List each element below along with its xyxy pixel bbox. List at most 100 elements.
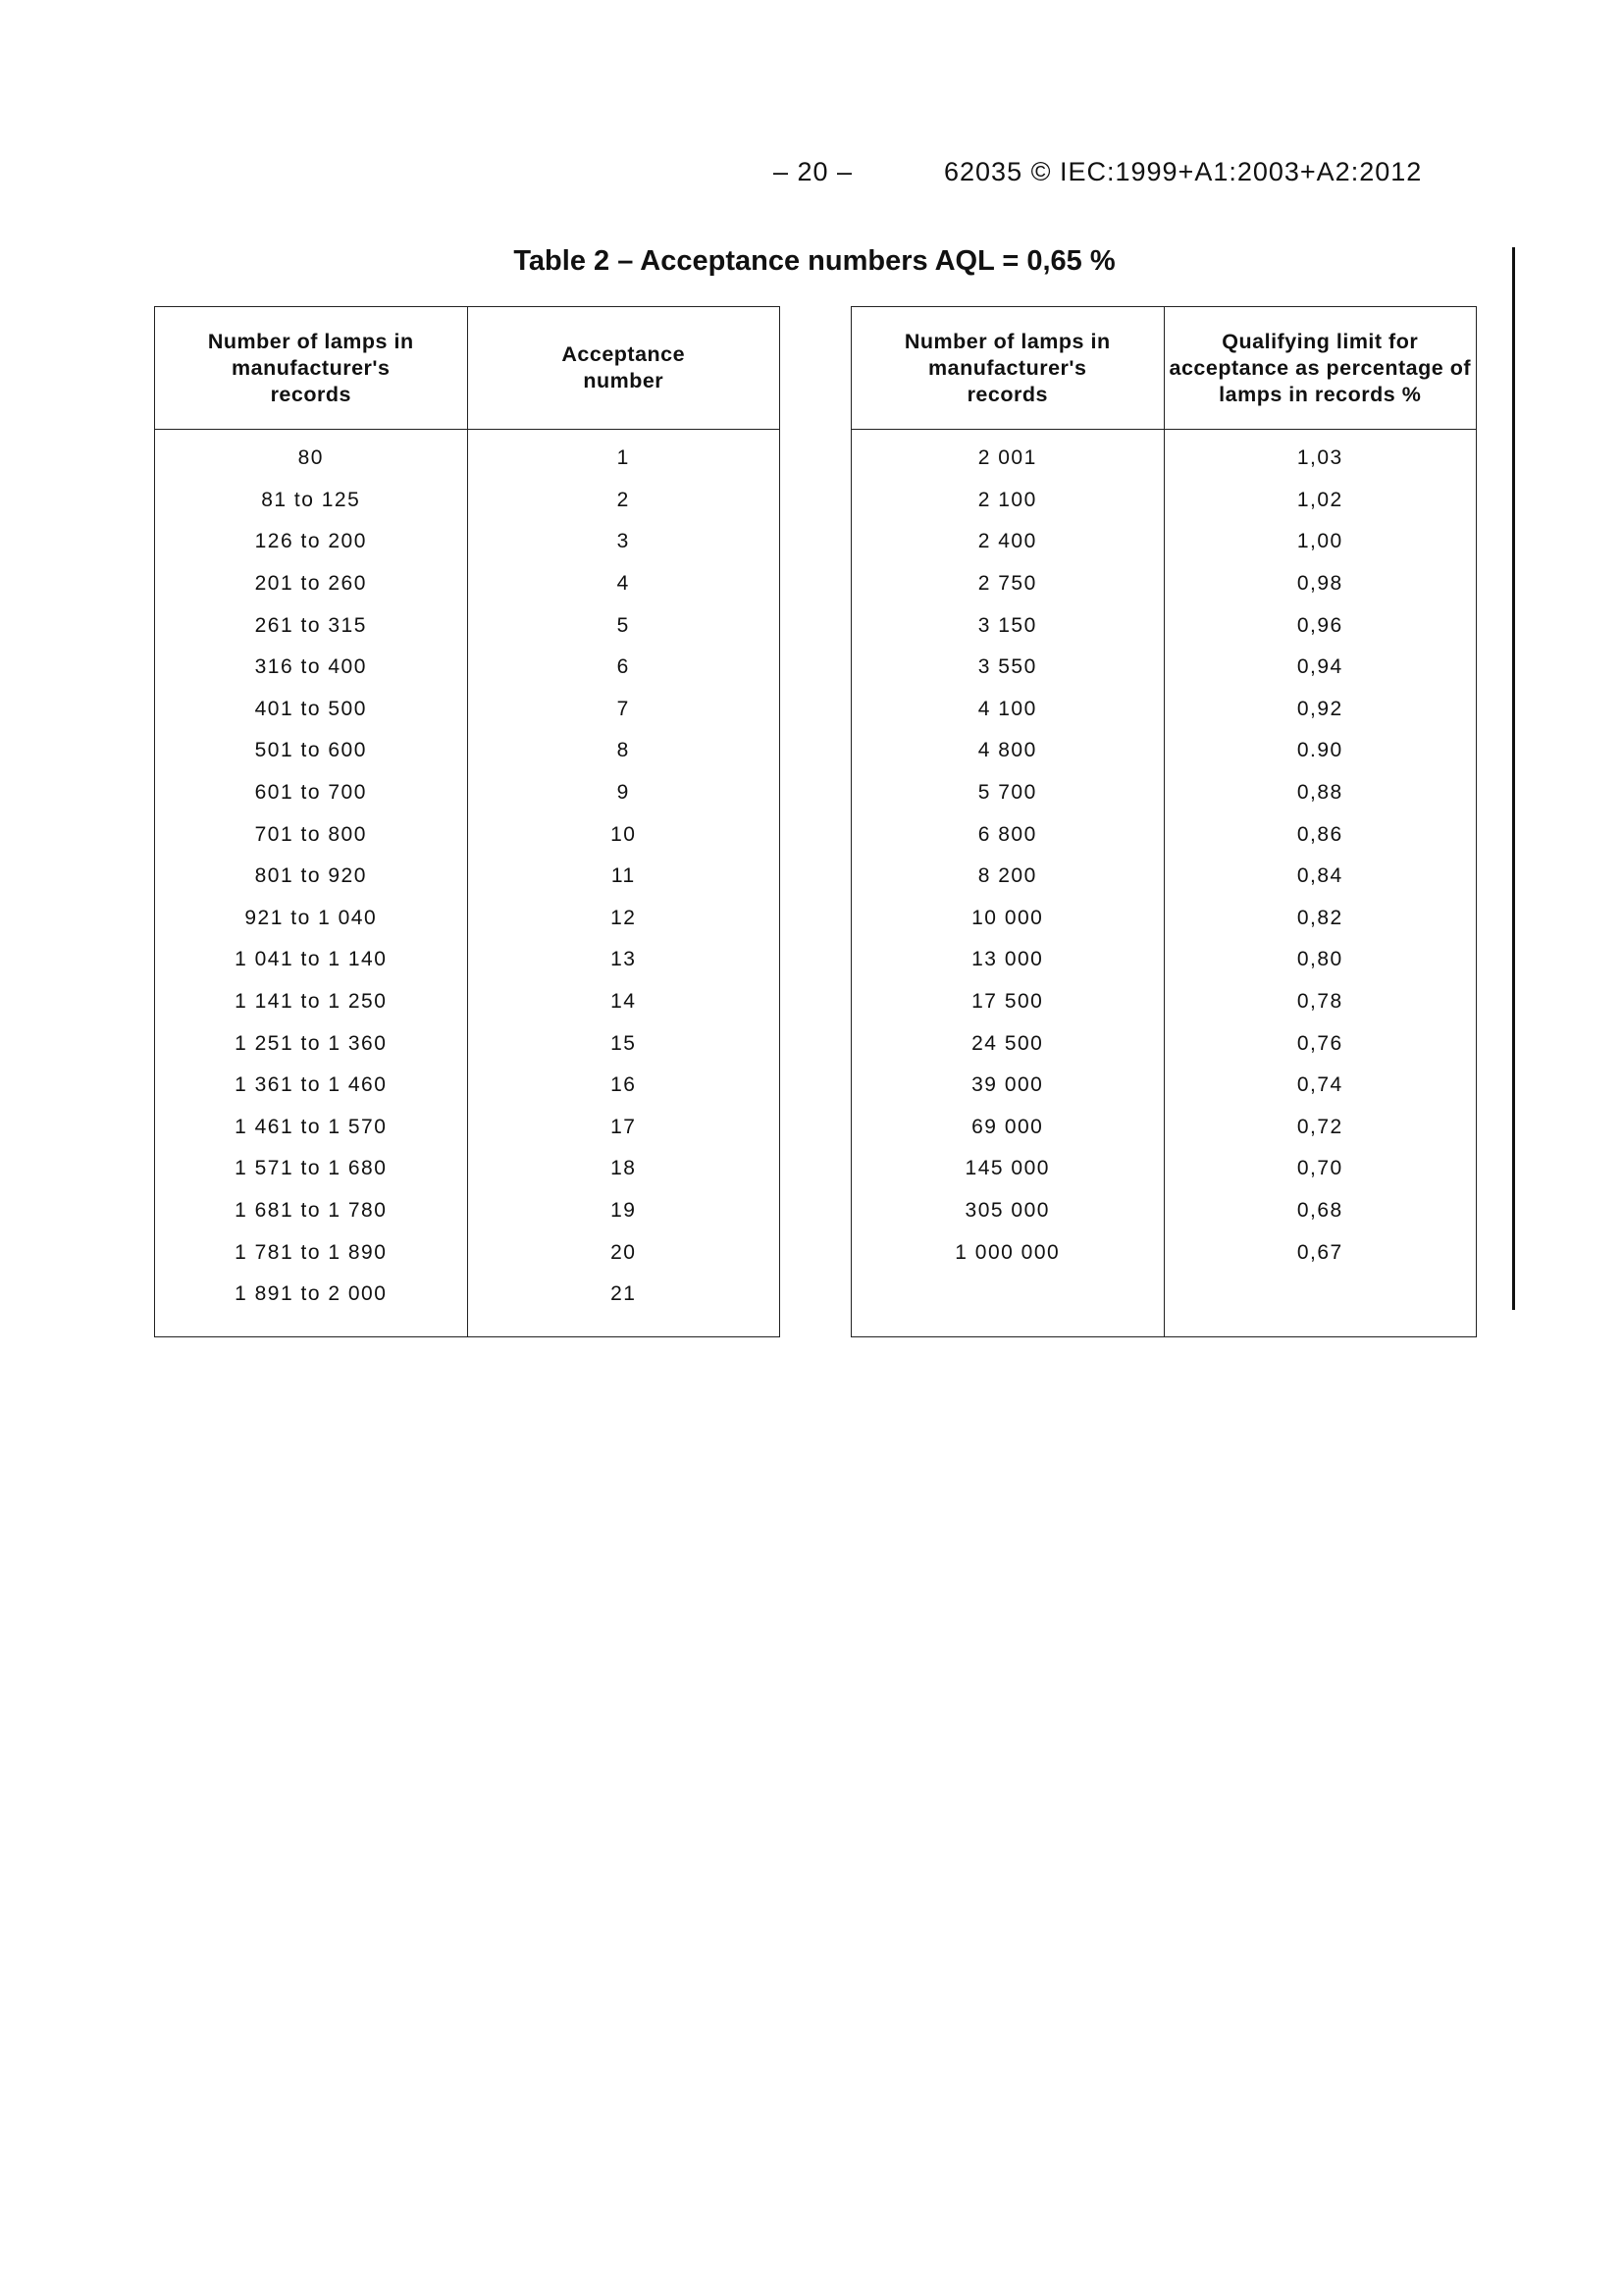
table-row: 401 to 500 7 [154, 688, 780, 731]
table-row: 1 571 to 1 680 18 [154, 1148, 780, 1190]
table-row: 1 251 to 1 360 15 [154, 1022, 780, 1065]
table-cell: 1 [466, 429, 780, 480]
table-row: 1 141 to 1 250 14 [154, 980, 780, 1023]
table-cell: 316 to 400 [154, 646, 468, 689]
table-cell [154, 1315, 468, 1337]
table-row: 501 to 600 8 [154, 730, 780, 772]
table-row: 921 to 1 040 12 [154, 897, 780, 940]
table-row: 80 1 [154, 429, 780, 480]
table-cell: 1 141 to 1 250 [154, 980, 468, 1023]
table-cell: 14 [466, 980, 780, 1023]
table-cell: 19 [466, 1189, 780, 1232]
table-cell: 1 000 000 [851, 1231, 1165, 1274]
table-row: 17 500 0,78 [851, 980, 1477, 1023]
table-row: 261 to 315 5 [154, 604, 780, 647]
table-cell: 305 000 [851, 1189, 1165, 1232]
table-cell: 921 to 1 040 [154, 897, 468, 940]
table-cell: 1 781 to 1 890 [154, 1231, 468, 1274]
table-cell: 2 750 [851, 562, 1165, 605]
table-cell: 21 [466, 1273, 780, 1316]
table-row: 1 891 to 2 000 21 [154, 1273, 780, 1316]
table-cell: 20 [466, 1231, 780, 1274]
table-cell: 1 251 to 1 360 [154, 1022, 468, 1065]
page-number: – 20 – [773, 157, 854, 186]
table-cell: 145 000 [851, 1148, 1165, 1190]
table-cell: 3 [466, 521, 780, 563]
table-cell: 0,67 [1163, 1231, 1477, 1274]
table-title-text: Table 2 – Acceptance numbers AQL = 0,65 … [513, 245, 1116, 277]
table-cell: 10 [466, 813, 780, 856]
table-cell: 0,96 [1163, 604, 1477, 647]
table-cell: 126 to 200 [154, 521, 468, 563]
table-row: 126 to 200 3 [154, 521, 780, 563]
empty-row [851, 1273, 1477, 1316]
table-cell: 601 to 700 [154, 771, 468, 814]
table-cell: 4 [466, 562, 780, 605]
table-title: Table 2 – Acceptance numbers AQL = 0,65 … [0, 245, 1623, 278]
table-cell: 17 500 [851, 980, 1165, 1023]
table-cell: 801 to 920 [154, 855, 468, 898]
table-row: 1 781 to 1 890 20 [154, 1231, 780, 1274]
table-cell: 1,02 [1163, 479, 1477, 522]
table-cell: 13 [466, 939, 780, 981]
table-cell: 13 000 [851, 939, 1165, 981]
table-cell: 261 to 315 [154, 604, 468, 647]
acceptance-numbers-table: Number of lamps in manufacturer's record… [154, 306, 780, 1338]
table-row: 316 to 400 6 [154, 646, 780, 689]
table-cell: 2 001 [851, 429, 1165, 480]
table-cell: 501 to 600 [154, 730, 468, 772]
table-cell [466, 1315, 780, 1337]
table-cell: 0,70 [1163, 1148, 1477, 1190]
table-row: 69 000 0,72 [851, 1106, 1477, 1149]
table-row: 8 200 0,84 [851, 855, 1477, 898]
table-row: 10 000 0,82 [851, 897, 1477, 940]
table-cell: 17 [466, 1106, 780, 1149]
table-cell: 701 to 800 [154, 813, 468, 856]
table-cell: 3 150 [851, 604, 1165, 647]
table-cell: 0,86 [1163, 813, 1477, 856]
table-cell: 1,03 [1163, 429, 1477, 480]
qualifying-limit-table: Number of lamps in manufacturer's record… [851, 306, 1477, 1338]
table-cell: 8 [466, 730, 780, 772]
table-row: 2 400 1,00 [851, 521, 1477, 563]
table-cell: 80 [154, 429, 468, 480]
table-cell: 0,78 [1163, 980, 1477, 1023]
table-cell: 6 [466, 646, 780, 689]
table-row: 1 041 to 1 140 13 [154, 939, 780, 981]
table-row: 39 000 0,74 [851, 1064, 1477, 1107]
table-row: 601 to 700 9 [154, 771, 780, 814]
column-header-text: Acceptance number [561, 342, 686, 392]
table-row: 145 000 0,70 [851, 1148, 1477, 1190]
table-cell: 201 to 260 [154, 562, 468, 605]
table-row: 201 to 260 4 [154, 562, 780, 605]
column-header-text: Number of lamps in manufacturer's record… [904, 329, 1111, 406]
table-row: 305 000 0,68 [851, 1189, 1477, 1232]
table-cell: 0,84 [1163, 855, 1477, 898]
table-row: 1 000 000 0,67 [851, 1231, 1477, 1274]
table-cell: 9 [466, 771, 780, 814]
column-header-text: Qualifying limit for acceptance as perce… [1169, 329, 1471, 406]
table-cell: 0,98 [1163, 562, 1477, 605]
change-bar [1512, 247, 1515, 1310]
table-cell: 12 [466, 897, 780, 940]
table-row: 701 to 800 10 [154, 813, 780, 856]
table-cell: 401 to 500 [154, 688, 468, 731]
table-cell: 2 100 [851, 479, 1165, 522]
table-cell: 2 [466, 479, 780, 522]
column-header-acceptance: Acceptance number [466, 306, 780, 430]
table-row: 1 461 to 1 570 17 [154, 1106, 780, 1149]
table-row: 6 800 0,86 [851, 813, 1477, 856]
padding-row [154, 1315, 780, 1337]
table-cell [1163, 1273, 1477, 1316]
table-cell: 10 000 [851, 897, 1165, 940]
table-row: 81 to 125 2 [154, 479, 780, 522]
table-cell: 2 400 [851, 521, 1165, 563]
table-row: 5 700 0,88 [851, 771, 1477, 814]
table-cell: 0,72 [1163, 1106, 1477, 1149]
table-row: 4 100 0,92 [851, 688, 1477, 731]
table-row: 13 000 0,80 [851, 939, 1477, 981]
table-row: 1 361 to 1 460 16 [154, 1064, 780, 1107]
table-cell: 16 [466, 1064, 780, 1107]
padding-row [851, 1315, 1477, 1337]
table-cell: 0,80 [1163, 939, 1477, 981]
